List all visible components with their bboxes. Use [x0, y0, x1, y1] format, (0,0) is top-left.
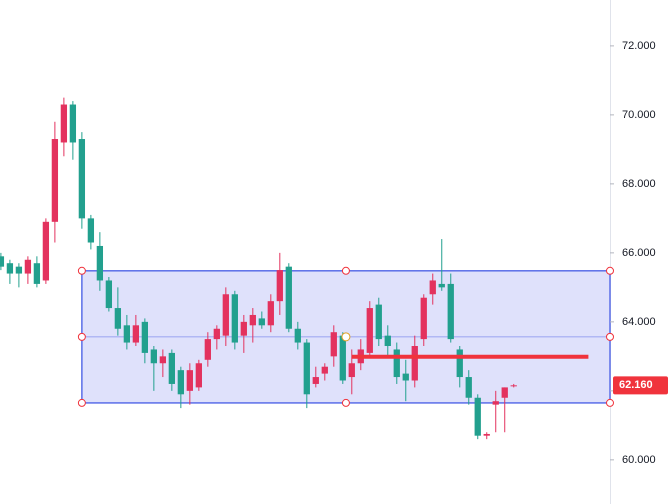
- y-tick-label: 68.000: [622, 178, 656, 190]
- rectangle-handle: [77, 332, 86, 341]
- candle-body: [240, 321, 247, 336]
- candle-body: [447, 283, 454, 340]
- y-tick-label: 64.000: [622, 316, 656, 328]
- candle-body: [87, 218, 95, 243]
- candle-body: [123, 325, 131, 343]
- candle-body: [150, 349, 157, 364]
- candle-body: [222, 294, 229, 336]
- candle-body: [411, 346, 418, 381]
- candle-body: [258, 318, 265, 326]
- candle-body: [465, 377, 472, 398]
- candle-body: [51, 139, 59, 222]
- candle-body: [420, 297, 427, 340]
- rectangle-handle: [606, 332, 614, 341]
- candle-body: [429, 280, 436, 295]
- candle-body: [213, 328, 220, 340]
- candle-body: [186, 370, 193, 391]
- candle-body: [177, 370, 184, 395]
- candle-body: [501, 387, 508, 398]
- candle-body: [366, 308, 373, 353]
- y-tick-label: 66.000: [622, 247, 656, 259]
- candle-body: [231, 294, 238, 343]
- candle-body: [474, 397, 481, 436]
- candle-body: [312, 377, 319, 384]
- candle-body: [96, 245, 104, 281]
- y-tick-label: 72.000: [622, 40, 656, 52]
- candle-body: [276, 270, 283, 302]
- candle-body: [285, 266, 292, 329]
- candle-body: [330, 332, 337, 357]
- rectangle-handle: [606, 266, 614, 275]
- candle-body: [492, 401, 499, 405]
- candle-body: [168, 352, 175, 384]
- rectangle-handle: [341, 332, 351, 342]
- candle-body: [249, 314, 256, 326]
- last-price-label: 62.160: [619, 379, 653, 391]
- candle-body: [393, 349, 400, 378]
- candle-body: [105, 280, 113, 309]
- candle-body: [438, 283, 445, 288]
- candle-body: [69, 104, 77, 143]
- candle-body: [132, 325, 140, 343]
- candle-body: [384, 335, 391, 347]
- rectangle-handle: [77, 398, 86, 407]
- candle-body: [294, 328, 301, 343]
- candle-body: [114, 308, 122, 329]
- rectangle-handle: [606, 398, 614, 407]
- candle-body: [42, 221, 50, 281]
- candle-body: [60, 104, 68, 143]
- candle-body: [456, 349, 463, 378]
- candle-body: [195, 363, 202, 388]
- y-tick-label: 60.000: [622, 454, 656, 466]
- candle-body: [483, 433, 490, 436]
- candle-body: [159, 356, 166, 364]
- y-tick-label: 70.000: [622, 109, 656, 121]
- last-price-box: [613, 376, 668, 395]
- candle-body: [24, 259, 32, 274]
- rectangle-handle: [341, 266, 350, 275]
- candle-body: [78, 139, 86, 219]
- candle-body: [6, 263, 14, 274]
- candle-body: [402, 373, 409, 381]
- candle-body: [141, 321, 149, 353]
- rectangle-handle: [341, 398, 350, 407]
- candle-body: [375, 304, 382, 340]
- candle-body: [267, 301, 274, 326]
- candle-body: [15, 266, 23, 274]
- candle-body: [33, 263, 41, 284]
- candle-body: [321, 366, 328, 374]
- rectangle-handle: [77, 266, 86, 275]
- candle-body: [0, 256, 5, 267]
- candle-body: [510, 385, 517, 387]
- candle-body: [348, 363, 355, 378]
- candle-body: [339, 335, 346, 381]
- candle-body: [303, 342, 310, 395]
- candle-body: [204, 339, 211, 360]
